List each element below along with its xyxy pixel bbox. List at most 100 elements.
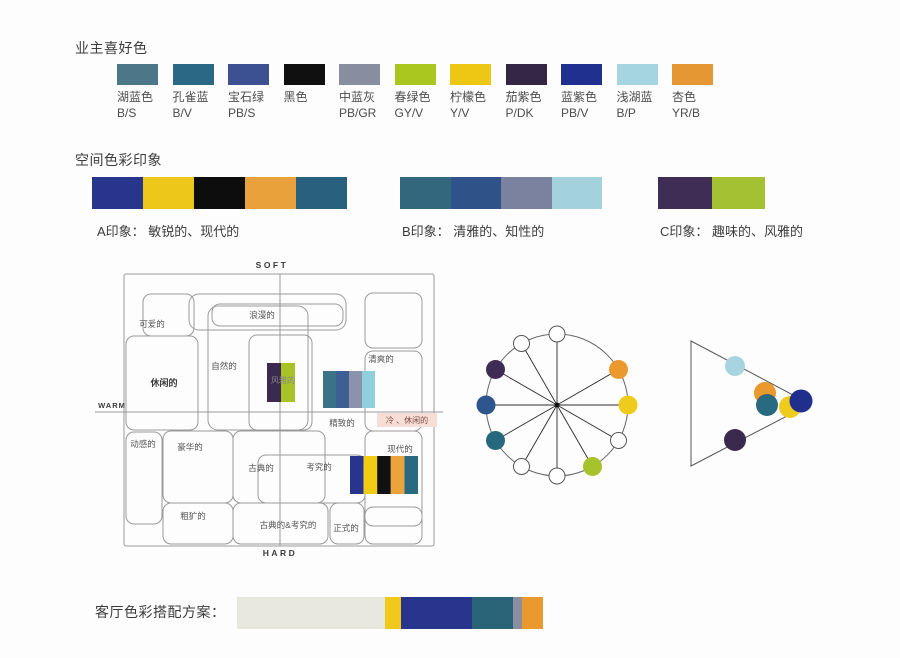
label-clear: 清爽的: [368, 354, 394, 364]
label-dynamic: 动感的: [130, 439, 156, 449]
impression-c-label: C印象： 趣味的、风雅的: [660, 224, 804, 239]
swatch-eggplant-purple: 茄紫色 P/DK: [505, 64, 562, 121]
swatch-chip: [561, 64, 602, 85]
swatch-chip: [283, 64, 325, 85]
patch-a-yellow: [363, 456, 378, 494]
swatch-code: GY/V: [394, 105, 424, 120]
color-segment: [501, 177, 552, 209]
swatch-chip: [616, 64, 658, 85]
wheel-node-lime: [583, 457, 602, 476]
swatch-lemon: 柠檬色 Y/V: [450, 64, 506, 121]
color-segment: [711, 177, 765, 209]
wheel-center-dot: [554, 402, 560, 408]
wheel-node-top: [548, 325, 566, 343]
region-box-casual: [125, 335, 199, 431]
label-modern: 现代的: [387, 444, 413, 454]
wheel-node-lower-right: [610, 432, 627, 449]
label-cute: 可爱的: [139, 319, 165, 329]
label-dandy: 考究的: [306, 462, 332, 472]
tone-triangle-diagram: [690, 340, 813, 467]
swatch-chip: [450, 64, 491, 85]
color-image-scale-map: SOFT HARD WARM 冷 、休闲的 可爱的 浪漫的 自然的 休闲的 风雅…: [95, 260, 443, 558]
wheel-node-orange: [609, 360, 628, 379]
swatch-code: B/P: [616, 105, 636, 120]
wheel-node-teal: [486, 431, 505, 450]
axis-hard-label: HARD: [263, 548, 298, 558]
region-box-elegant: [248, 334, 313, 431]
swatch-code: P/DK: [505, 105, 534, 120]
label-romantic: 浪漫的: [249, 310, 275, 320]
triangle-outline: [690, 340, 812, 467]
swatch-code: B/V: [172, 105, 192, 120]
label-classic: 古典的: [248, 463, 274, 473]
swatch-chip: [172, 64, 214, 85]
plan-segment-cream: [237, 597, 386, 629]
patch-b-blue: [336, 371, 349, 408]
label-chic: 精致的: [329, 418, 355, 428]
triangle-dot-light-blue: [725, 356, 745, 376]
wheel-node-upper-left: [513, 335, 530, 352]
region-box-romantic-outer: [188, 293, 347, 331]
swatch-chip: [672, 64, 713, 85]
region-box-classic-dandy: [232, 502, 329, 545]
axis-soft-label: SOFT: [256, 260, 289, 270]
wheel-node-lower-left: [513, 458, 530, 475]
impression-a-bar: [92, 177, 347, 209]
plan-segment-gray: [512, 597, 522, 629]
map-patch-c: [267, 363, 295, 402]
region-box-dynamic: [125, 431, 163, 525]
region-box-wild: [162, 502, 234, 545]
color-segment: [143, 177, 194, 209]
label-gorgeous: 豪华的: [177, 442, 203, 452]
swatch-spring-green: 春绿色 GY/V: [394, 64, 451, 121]
region-box-romantic: [211, 303, 344, 327]
map-border: [123, 273, 435, 547]
color-segment: [400, 177, 451, 209]
region-box-bottom-right: [364, 506, 423, 545]
swatch-code: PB/V: [561, 105, 589, 120]
triangle-dot-purple: [724, 429, 746, 451]
swatch-name: 浅湖蓝: [616, 90, 653, 104]
impression-a-label: A印象： 敏锐的、现代的: [97, 224, 240, 239]
swatch-blue-gray: 中蓝灰 PB/GR: [339, 64, 395, 121]
wheel-node-blue: [476, 395, 496, 415]
swatch-peacock-blue: 孔雀蓝 B/V: [172, 64, 229, 121]
patch-a-orange: [390, 456, 405, 494]
preferred-swatch-row: 湖蓝色 B/S 孔雀蓝 B/V 宝石绿 PB/S 黑色 中蓝灰 PB/GR 春绿…: [117, 64, 728, 121]
swatch-lake-blue: 湖蓝色 B/S: [117, 64, 173, 121]
patch-b-lightblue: [362, 371, 375, 408]
label-wild: 粗犷的: [180, 511, 206, 521]
color-segment: [92, 177, 143, 209]
label-natural: 自然的: [211, 361, 237, 371]
triangle-dot-teal: [756, 394, 778, 416]
impression-b-label: B印象： 清雅的、知性的: [402, 224, 545, 239]
swatch-code: PB/GR: [339, 105, 377, 120]
color-segment: [450, 177, 501, 209]
swatch-name: 中蓝灰: [339, 90, 376, 104]
swatch-blue-violet: 蓝紫色 PB/V: [561, 64, 617, 121]
swatch-chip: [394, 64, 436, 85]
plan-segment-navy: [400, 597, 472, 629]
label-classic-dandy: 古典的&考究的: [260, 520, 317, 530]
impression-c-bar: [658, 177, 765, 209]
axis-cool-note: 冷 、休闲的: [386, 415, 428, 425]
swatch-apricot: 杏色 YR/B: [672, 64, 728, 121]
region-box-right-top: [364, 292, 423, 349]
patch-a-teal: [404, 456, 418, 494]
swatch-name: 杏色: [672, 90, 697, 104]
swatch-name: 茄紫色: [505, 90, 542, 104]
plan-segment-orange: [521, 597, 543, 629]
map-patch-b: [323, 371, 375, 408]
color-segment: [296, 177, 347, 209]
wheel-spokes: [486, 334, 628, 476]
region-box-formal: [329, 502, 365, 545]
swatch-chip: [339, 64, 380, 85]
impression-b-bar: [400, 177, 602, 209]
plan-color-bar: [237, 597, 543, 629]
patch-a-navy: [350, 456, 364, 494]
color-segment: [194, 177, 245, 209]
cool-note-highlight: [377, 413, 437, 427]
plan-segment-teal: [471, 597, 513, 629]
swatch-name: 湖蓝色: [117, 90, 154, 104]
